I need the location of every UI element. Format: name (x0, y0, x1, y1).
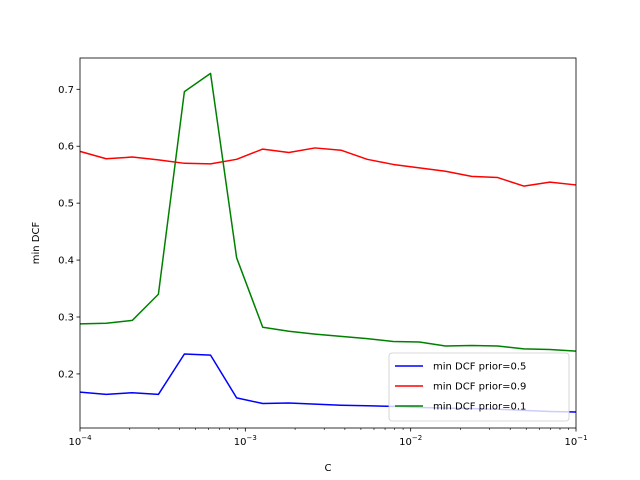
x-axis-ticks: 10−4 10−3 10−2 10−1 (68, 428, 588, 448)
legend-label-1: min DCF prior=0.5 (433, 362, 526, 373)
x-tick-label: 10−3 (234, 434, 257, 448)
x-tick-label: 10−2 (399, 434, 422, 448)
x-tick-label: 10−1 (564, 434, 587, 448)
y-tick-label: 0.5 (58, 199, 74, 210)
series-line-3 (79, 72, 577, 352)
y-tick-label: 0.2 (58, 369, 74, 380)
y-tick-label: 0.6 (58, 142, 74, 153)
y-axis-label: min DCF (31, 222, 42, 265)
legend: min DCF prior=0.5 min DCF prior=0.9 min DC… (388, 352, 570, 422)
y-tick-label: 0.7 (58, 85, 74, 96)
plot-frame (79, 57, 577, 429)
y-tick-label: 0.3 (58, 313, 74, 324)
x-axis-label: C (325, 463, 332, 474)
y-axis-ticks: 0.2 0.3 0.4 0.5 0.6 0.7 (58, 85, 80, 380)
x-tick-label: 10−4 (68, 434, 92, 448)
series-line-2 (79, 147, 577, 187)
legend-label-2: min DCF prior=0.9 (433, 382, 526, 393)
y-tick-label: 0.4 (58, 256, 74, 267)
legend-label-3: min DCF prior=0.1 (433, 402, 526, 413)
legend-box (388, 352, 570, 422)
